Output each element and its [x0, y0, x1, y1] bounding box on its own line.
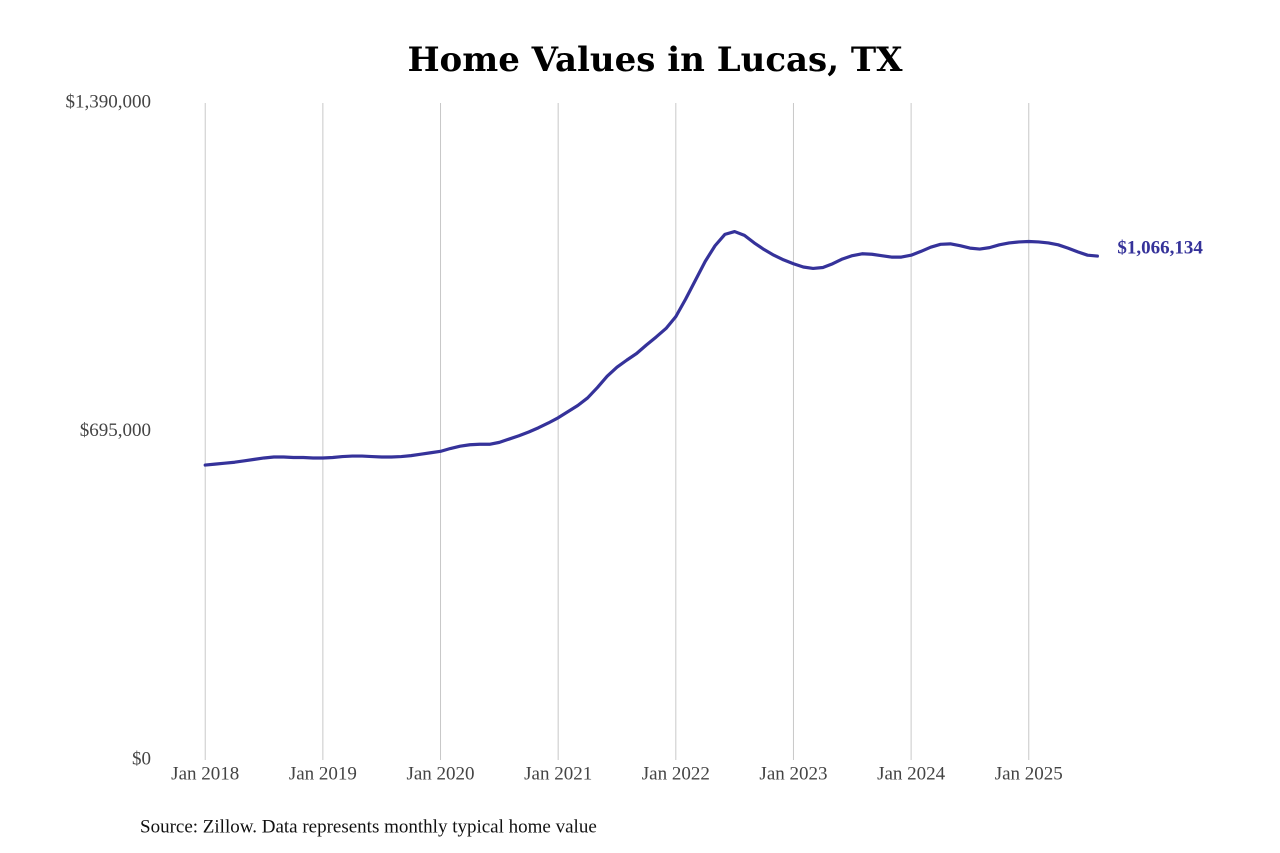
x-tick-label: Jan 2022 — [642, 763, 710, 784]
x-tick-label: Jan 2020 — [406, 763, 474, 784]
source-note: Source: Zillow. Data represents monthly … — [140, 816, 597, 837]
y-tick-label: $0 — [132, 748, 151, 769]
x-tick-label: Jan 2021 — [524, 763, 592, 784]
x-tick-label: Jan 2024 — [877, 763, 946, 784]
x-tick-label: Jan 2023 — [759, 763, 827, 784]
chart-title: Home Values in Lucas, TX — [407, 40, 903, 80]
value-label: $1,066,134 — [1117, 237, 1203, 258]
y-tick-label: $695,000 — [80, 420, 151, 441]
x-tick-label: Jan 2019 — [289, 763, 357, 784]
line-series — [203, 229, 1099, 467]
x-tick-label: Jan 2018 — [171, 763, 239, 784]
x-tick-label: Jan 2025 — [995, 763, 1063, 784]
y-tick-label: $1,390,000 — [66, 91, 152, 112]
